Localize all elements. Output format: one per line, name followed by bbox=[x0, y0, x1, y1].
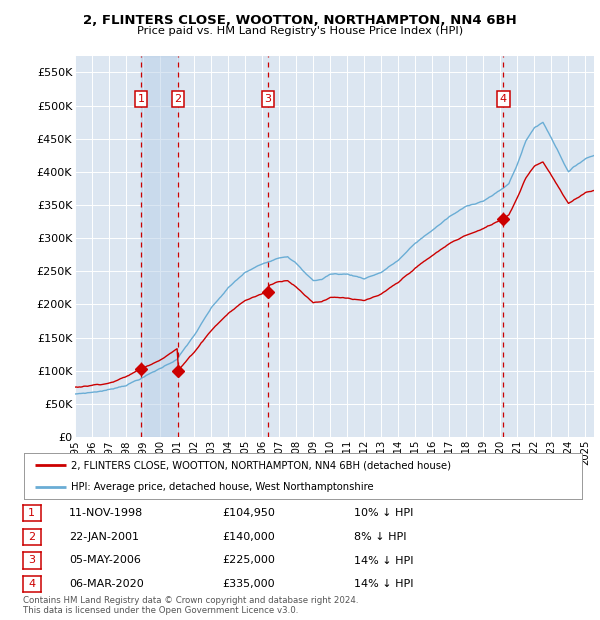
Text: £140,000: £140,000 bbox=[222, 532, 275, 542]
Text: HPI: Average price, detached house, West Northamptonshire: HPI: Average price, detached house, West… bbox=[71, 482, 374, 492]
Text: 22-JAN-2001: 22-JAN-2001 bbox=[69, 532, 139, 542]
Text: 06-MAR-2020: 06-MAR-2020 bbox=[69, 579, 144, 589]
Text: 14% ↓ HPI: 14% ↓ HPI bbox=[354, 556, 413, 565]
Text: Contains HM Land Registry data © Crown copyright and database right 2024.
This d: Contains HM Land Registry data © Crown c… bbox=[23, 596, 358, 615]
Text: 1: 1 bbox=[28, 508, 35, 518]
Text: £335,000: £335,000 bbox=[222, 579, 275, 589]
Text: £104,950: £104,950 bbox=[222, 508, 275, 518]
Text: 10% ↓ HPI: 10% ↓ HPI bbox=[354, 508, 413, 518]
Bar bbox=[141, 56, 178, 437]
Text: 3: 3 bbox=[28, 556, 35, 565]
Text: 4: 4 bbox=[500, 94, 507, 104]
Text: 1: 1 bbox=[137, 94, 145, 104]
Text: 2, FLINTERS CLOSE, WOOTTON, NORTHAMPTON, NN4 6BH: 2, FLINTERS CLOSE, WOOTTON, NORTHAMPTON,… bbox=[83, 14, 517, 27]
Text: 2: 2 bbox=[175, 94, 182, 104]
Text: 8% ↓ HPI: 8% ↓ HPI bbox=[354, 532, 407, 542]
Text: 05-MAY-2006: 05-MAY-2006 bbox=[69, 556, 141, 565]
Text: 4: 4 bbox=[28, 579, 35, 589]
Text: £225,000: £225,000 bbox=[222, 556, 275, 565]
Text: 2: 2 bbox=[28, 532, 35, 542]
Text: 2, FLINTERS CLOSE, WOOTTON, NORTHAMPTON, NN4 6BH (detached house): 2, FLINTERS CLOSE, WOOTTON, NORTHAMPTON,… bbox=[71, 460, 451, 470]
Text: 14% ↓ HPI: 14% ↓ HPI bbox=[354, 579, 413, 589]
Text: Price paid vs. HM Land Registry's House Price Index (HPI): Price paid vs. HM Land Registry's House … bbox=[137, 26, 463, 36]
Text: 3: 3 bbox=[265, 94, 271, 104]
Text: 11-NOV-1998: 11-NOV-1998 bbox=[69, 508, 143, 518]
